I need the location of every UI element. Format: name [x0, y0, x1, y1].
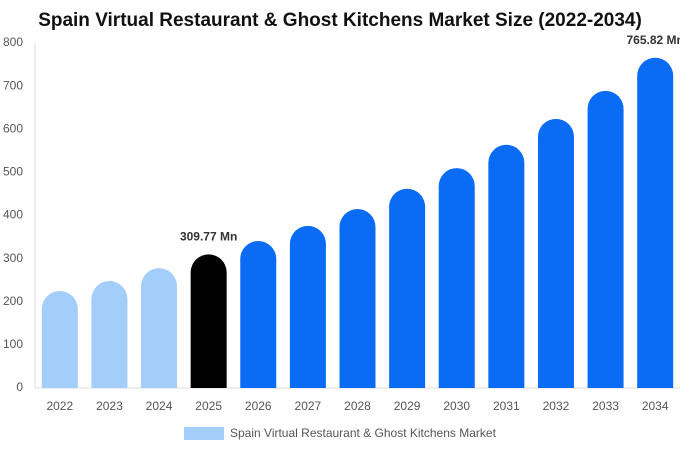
bar: [389, 188, 426, 388]
y-tick-label: 700: [3, 78, 23, 92]
bar: [289, 225, 326, 388]
y-tick-label: 0: [16, 380, 23, 394]
bar: [240, 240, 277, 388]
bar: [537, 118, 574, 388]
y-tick-label: 500: [3, 165, 23, 179]
x-tick-label: 2022: [46, 399, 73, 413]
y-tick-label: 400: [3, 208, 23, 222]
bar: [488, 144, 525, 388]
bar: [587, 90, 624, 389]
y-tick-label: 800: [3, 35, 23, 49]
y-tick-label: 200: [3, 294, 23, 308]
x-tick-label: 2030: [443, 399, 470, 413]
x-tick-label: 2023: [96, 399, 123, 413]
value-label: 309.77 Mn: [180, 230, 237, 244]
bar: [91, 281, 128, 388]
x-tick-label: 2024: [146, 399, 173, 413]
legend-label: Spain Virtual Restaurant & Ghost Kitchen…: [230, 426, 497, 440]
bar: [190, 254, 227, 388]
y-tick-label: 100: [3, 337, 23, 351]
bar: [141, 268, 178, 388]
x-tick-label: 2032: [543, 399, 570, 413]
bar: [41, 290, 78, 388]
x-tick-label: 2025: [195, 399, 222, 413]
x-tick-label: 2028: [344, 399, 371, 413]
x-tick-label: 2026: [245, 399, 272, 413]
legend-swatch: [184, 427, 224, 440]
bar: [637, 57, 674, 388]
x-tick-label: 2027: [295, 399, 322, 413]
bar: [438, 168, 475, 388]
y-tick-label: 300: [3, 251, 23, 265]
chart-title: Spain Virtual Restaurant & Ghost Kitchen…: [38, 10, 642, 31]
x-tick-label: 2031: [493, 399, 520, 413]
bar: [339, 209, 376, 388]
x-tick-label: 2034: [642, 399, 669, 413]
y-tick-label: 600: [3, 121, 23, 135]
x-tick-label: 2033: [592, 399, 619, 413]
x-tick-label: 2029: [394, 399, 421, 413]
value-label: 765.82 Mn: [627, 33, 680, 47]
